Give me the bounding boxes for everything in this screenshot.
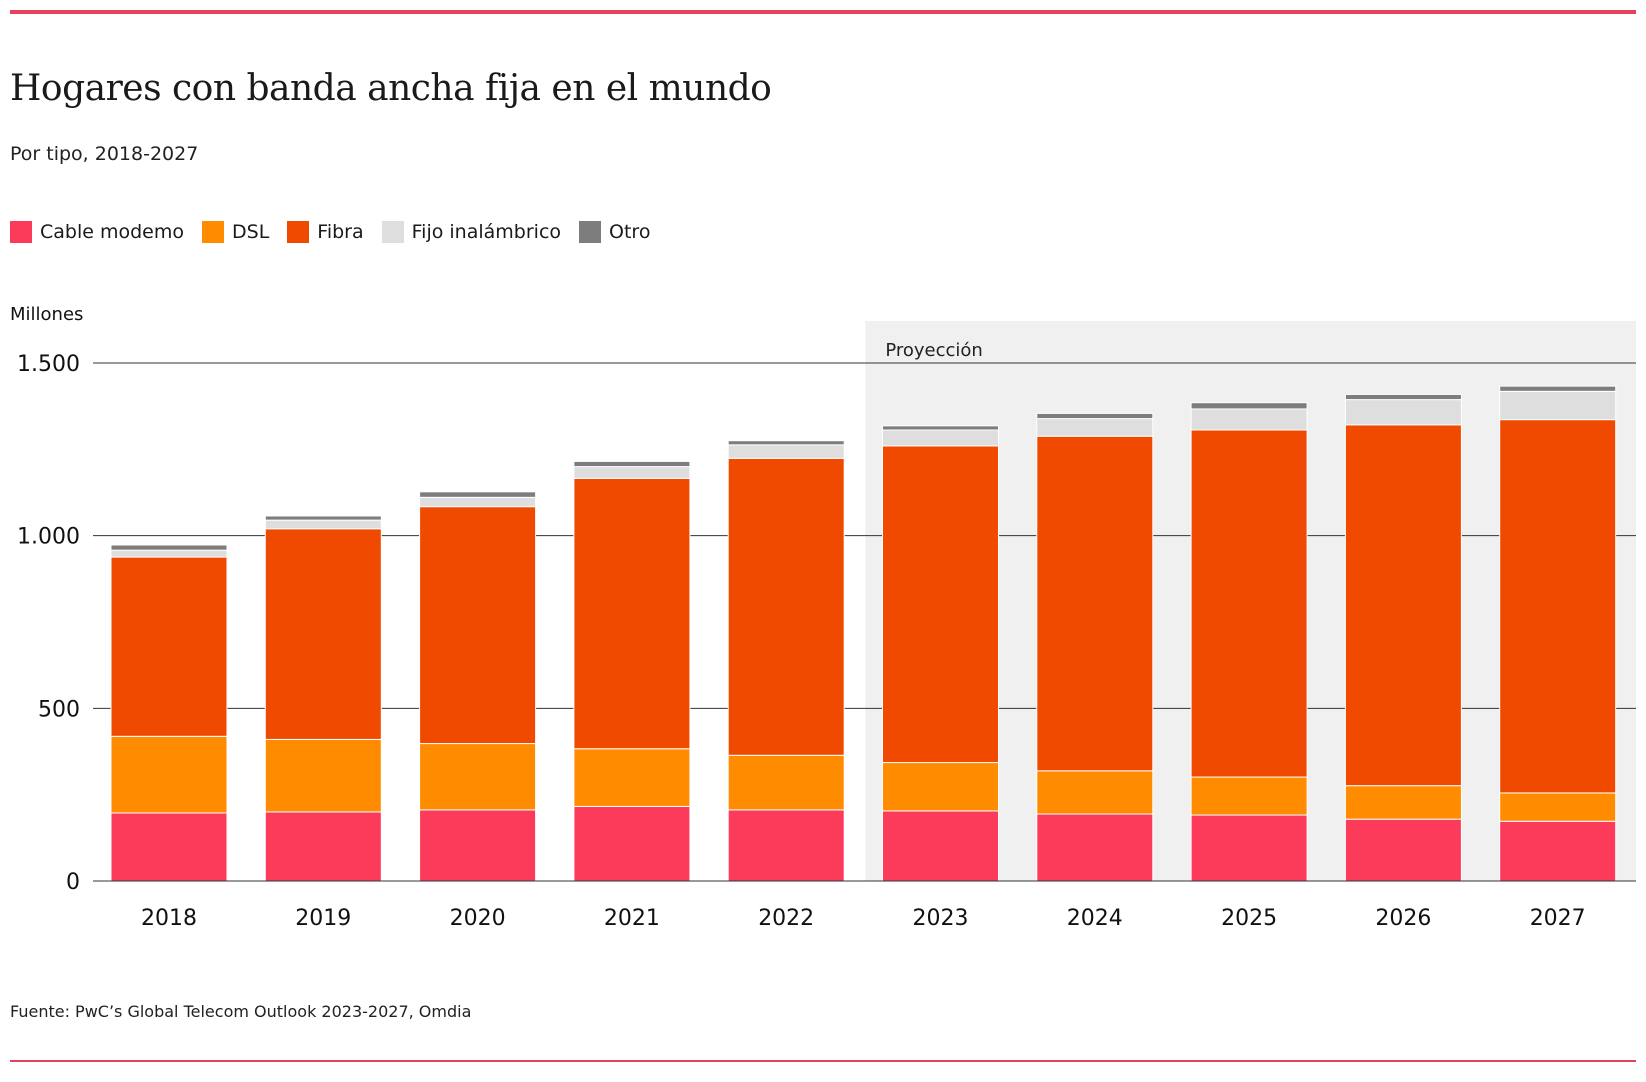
bar-segment [882, 429, 999, 447]
bar-segment [573, 805, 691, 882]
bar-segment [264, 519, 382, 530]
bar-segment [1036, 813, 1154, 882]
bar-segment [1190, 408, 1308, 431]
bar-segment [419, 743, 537, 811]
bar-segment [1036, 418, 1154, 437]
bar-segment [727, 457, 845, 756]
bar-segment [1190, 429, 1308, 778]
chart-title: Hogares con banda ancha fija en el mundo [10, 68, 772, 109]
bar-segment [1190, 402, 1308, 410]
legend-label: Otro [609, 221, 651, 243]
bar-segment [727, 444, 845, 459]
bar-segment [573, 460, 691, 468]
bar-segment [110, 549, 228, 558]
x-tick-label: 2022 [758, 906, 814, 931]
bar-segment [1499, 820, 1617, 882]
legend-swatch [287, 221, 310, 243]
bar-segment [1499, 390, 1617, 421]
legend-item: Fijo inalámbrico [381, 221, 562, 243]
chart-subtitle: Por tipo, 2018-2027 [10, 143, 199, 165]
bar-segment [264, 515, 382, 521]
y-tick-label: 500 [38, 697, 80, 722]
y-tick-label: 1.000 [17, 525, 80, 550]
bar-segment [1344, 399, 1462, 426]
bar-segment [882, 425, 999, 431]
bar-segment [1344, 818, 1462, 882]
x-tick-label: 2025 [1221, 906, 1277, 931]
bar-segment [264, 528, 382, 740]
x-tick-label: 2027 [1530, 906, 1586, 931]
bar-segment [1499, 792, 1617, 822]
top-accent-rule [10, 10, 1636, 14]
bar-segment [110, 544, 228, 551]
bar-segment [727, 754, 845, 811]
y-tick-label: 0 [66, 870, 80, 895]
bar-segment [882, 810, 999, 882]
legend-label: Fijo inalámbrico [411, 221, 562, 243]
legend-swatch [10, 221, 32, 243]
bar-segment [110, 556, 228, 737]
x-tick-label: 2018 [141, 906, 197, 931]
x-tick-label: 2020 [450, 906, 506, 931]
legend-label: DSL [232, 221, 270, 243]
bar-segment [1344, 424, 1462, 787]
legend-swatch [202, 221, 224, 243]
legend-swatch [579, 221, 602, 243]
bar-segment [727, 440, 845, 446]
source-note: Fuente: PwC’s Global Telecom Outlook 202… [10, 1002, 472, 1021]
bar-segment [882, 445, 999, 764]
bar-segment [1499, 385, 1617, 392]
bar-segment [573, 477, 691, 750]
bar-segment [419, 506, 537, 745]
x-tick-label: 2019 [295, 906, 351, 931]
bar-segment [1190, 776, 1308, 816]
x-tick-label: 2023 [913, 906, 969, 931]
stacked-bar-chart: Proyección Millones 0 500 1.000 1.500 2018 2019… [10, 304, 1636, 931]
x-tick-label: 2026 [1375, 906, 1431, 931]
legend-label: Cable modemo [40, 221, 184, 243]
x-tick-label: 2024 [1067, 906, 1123, 931]
bar-segment [573, 748, 691, 807]
bottom-accent-rule [10, 1060, 1636, 1062]
legend-swatch [381, 221, 404, 243]
bar-segment [110, 735, 228, 814]
y-tick-label: 1.500 [17, 352, 80, 377]
bar-segment [1036, 412, 1154, 420]
legend-item: Fibra [287, 221, 364, 243]
legend-item: DSL [202, 221, 269, 243]
bar-segment [110, 812, 228, 882]
bar-segment [419, 809, 537, 882]
legend-item: Otro [579, 221, 650, 243]
bar-segment [573, 466, 691, 479]
bar-segment [1036, 770, 1154, 815]
legend: Cable modemo DSL Fibra Fijo inalámbrico Otro [10, 221, 668, 243]
y-axis-unit-label: Millones [10, 304, 83, 325]
bar-segment [1344, 785, 1462, 820]
legend-item: Cable modemo [10, 221, 184, 243]
bar-segment [727, 809, 845, 882]
bar-segment [264, 811, 382, 882]
bar-segment [1036, 435, 1154, 772]
bar-segment [419, 491, 537, 498]
x-tick-label: 2021 [604, 906, 660, 931]
bar-segment [419, 496, 537, 508]
bar-segment [1344, 393, 1462, 401]
bar-segment [882, 762, 999, 812]
bar-segment [264, 738, 382, 813]
bar-segment [1499, 419, 1617, 794]
legend-label: Fibra [317, 221, 364, 243]
projection-label: Proyección [885, 340, 983, 361]
bar-segment [1190, 814, 1308, 882]
